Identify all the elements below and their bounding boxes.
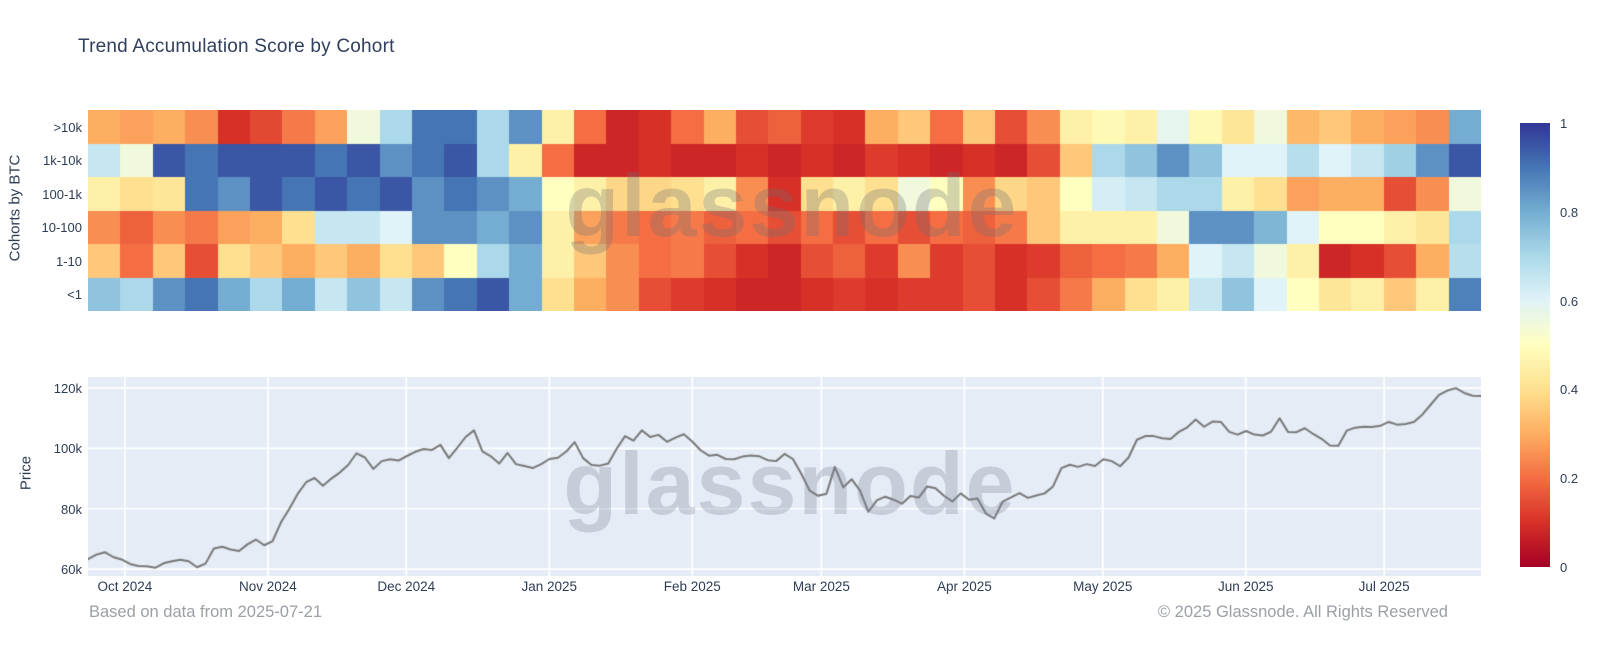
colorbar-tick-label: 0.4 [1560, 382, 1579, 398]
heatmap-row-label: 10-100 [41, 220, 82, 236]
colorbar-tick-label: 0 [1560, 560, 1568, 575]
price-y-tick-label: 100k [53, 441, 82, 457]
heatmap-row-label: <1 [67, 287, 82, 303]
colorbar-tick-label: 1 [1560, 116, 1568, 131]
heatmap-row-label: 100-1k [42, 186, 82, 202]
data-source-note: Based on data from 2025-07-21 [89, 603, 322, 621]
price-y-axis-title: Price [17, 455, 35, 491]
heatmap-row-label: 1k-10k [42, 153, 82, 169]
date-axis-tick-label: Jun 2025 [1217, 579, 1274, 594]
copyright-note: © 2025 Glassnode. All Rights Reserved [1157, 603, 1448, 621]
colorbar-tick-label: 0.6 [1560, 293, 1579, 309]
heatmap-row-label: >10k [53, 119, 82, 135]
heatmap-row-label: 1-10 [55, 253, 82, 269]
date-axis-tick-label: May 2025 [1073, 579, 1133, 594]
price-plot[interactable] [88, 377, 1481, 576]
colorbar-tick-label: 0.8 [1560, 204, 1579, 220]
colorbar-gradient [1520, 123, 1550, 567]
heatmap-y-axis-title: Cohorts by BTC [6, 154, 24, 262]
price-y-tick-label: 80k [61, 501, 82, 517]
colorbar-tick-label: 0.2 [1560, 471, 1579, 487]
date-axis-tick-label: Jan 2025 [521, 579, 578, 594]
heatmap-plot[interactable] [88, 110, 1481, 311]
date-axis-tick-label: Apr 2025 [936, 579, 992, 594]
date-axis-tick-label: Mar 2025 [792, 579, 850, 594]
date-axis-tick-label: Feb 2025 [663, 579, 721, 594]
price-y-tick-label: 120k [53, 381, 82, 397]
date-axis-tick-label: Dec 2024 [377, 579, 436, 594]
price-y-tick-label: 60k [61, 562, 82, 578]
date-axis-tick-label: Oct 2024 [97, 579, 153, 594]
date-axis-tick-label: Nov 2024 [238, 579, 297, 594]
date-axis-tick-label: Jul 2025 [1358, 579, 1410, 594]
chart-title: Trend Accumulation Score by Cohort [78, 36, 395, 57]
